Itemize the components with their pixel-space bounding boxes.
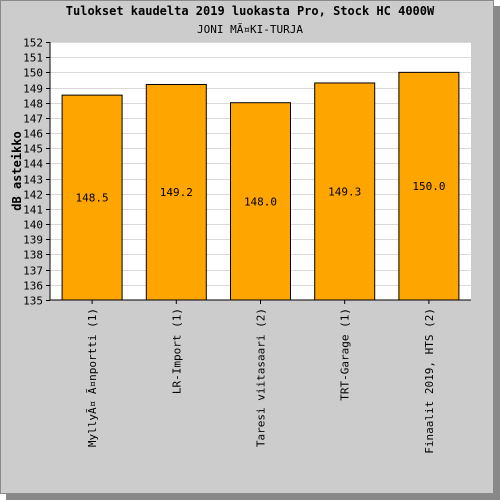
y-tick-label: 142 bbox=[23, 189, 43, 202]
bar bbox=[314, 82, 376, 301]
y-tick-label: 147 bbox=[23, 113, 43, 126]
y-tick-label: 150 bbox=[23, 67, 43, 80]
x-tick-label: Taresi viitasaari (2) bbox=[255, 308, 268, 447]
y-tick-label: 146 bbox=[23, 128, 43, 141]
data-label: 148.5 bbox=[76, 192, 109, 205]
frame-shadow-right bbox=[494, 6, 500, 500]
chart-subtitle: JONI MÃ¤KI-TURJA bbox=[197, 23, 303, 36]
y-tick-label: 149 bbox=[23, 83, 43, 96]
data-label: 148.0 bbox=[244, 195, 277, 208]
y-tick-label: 140 bbox=[23, 219, 43, 232]
bars: 148.5 149.2 148.0 149.3 150.0 bbox=[61, 71, 460, 301]
x-tick-label: Finaalit 2019, HTS (2) bbox=[423, 308, 436, 454]
y-tick-label: 135 bbox=[23, 295, 43, 308]
data-label: 150.0 bbox=[412, 180, 445, 193]
y-tick-label: 152 bbox=[23, 37, 43, 50]
y-axis-ticks: 135 136 137 138 139 140 141 142 143 144 145 146 147 1… bbox=[23, 37, 50, 308]
data-label: 149.2 bbox=[160, 186, 193, 199]
y-tick-label: 144 bbox=[23, 158, 43, 171]
y-tick-label: 148 bbox=[23, 98, 43, 111]
bar bbox=[61, 94, 123, 301]
x-tick-label: TRT-Garage (1) bbox=[339, 308, 352, 401]
data-label: 149.3 bbox=[328, 185, 361, 198]
bar bbox=[398, 71, 460, 301]
chart-title: Tulokset kaudelta 2019 luokasta Pro, Sto… bbox=[66, 4, 435, 18]
x-tick-label: MyllyÃ¤ Ã¤nportti (1) bbox=[86, 308, 99, 447]
x-tick-label: LR-Import (1) bbox=[170, 308, 183, 394]
y-tick-label: 151 bbox=[23, 52, 43, 65]
y-tick-label: 143 bbox=[23, 174, 43, 187]
x-axis-ticks: MyllyÃ¤ Ã¤nportti (1) LR-Import (1) Taresi… bbox=[86, 300, 436, 454]
y-tick-label: 139 bbox=[23, 234, 43, 247]
frame-shadow-bottom bbox=[6, 494, 500, 500]
y-tick-label: 137 bbox=[23, 265, 43, 278]
y-tick-label: 136 bbox=[23, 280, 43, 293]
y-tick-label: 145 bbox=[23, 143, 43, 156]
y-tick-label: 141 bbox=[23, 204, 43, 217]
y-tick-label: 138 bbox=[23, 249, 43, 262]
y-axis-label: dB asteikko bbox=[10, 131, 24, 210]
